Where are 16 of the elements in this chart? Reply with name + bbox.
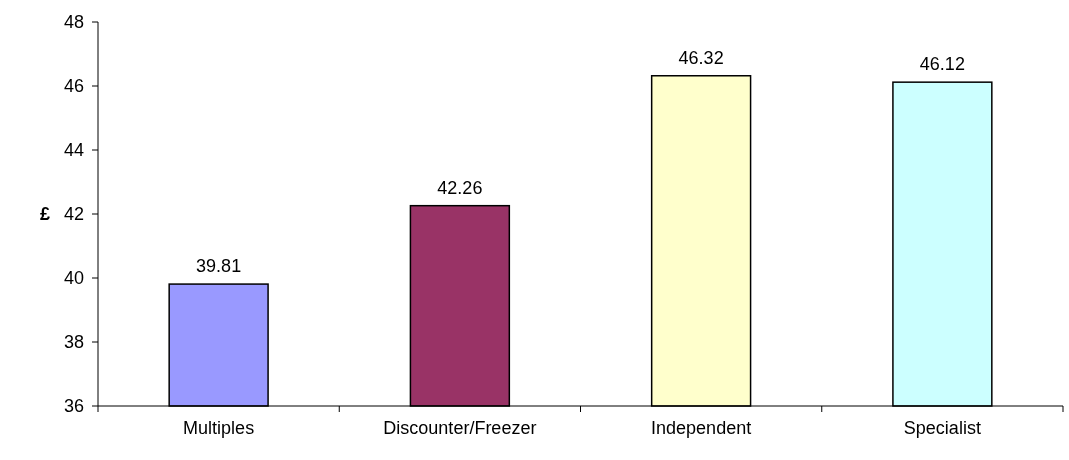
y-tick-label: 46 <box>63 76 84 97</box>
y-tick-label: 40 <box>63 268 84 289</box>
y-tick-label: 42 <box>63 204 84 225</box>
y-tick-label: 38 <box>63 332 84 353</box>
y-tick-label: 48 <box>63 12 84 33</box>
y-tick-label: 36 <box>63 396 84 417</box>
data-label: 39.81 <box>196 256 242 277</box>
x-tick-label: Independent <box>651 418 752 438</box>
x-tick-label: Specialist <box>903 418 981 438</box>
data-label: 46.12 <box>919 54 965 75</box>
x-tick-label: Multiples <box>183 418 255 438</box>
data-label: 46.32 <box>678 47 724 68</box>
data-label: 42.26 <box>437 177 483 198</box>
y-axis-title: £ <box>39 204 51 225</box>
y-tick-label: 44 <box>63 140 84 161</box>
x-tick-label: Discounter/Freezer <box>383 418 537 438</box>
